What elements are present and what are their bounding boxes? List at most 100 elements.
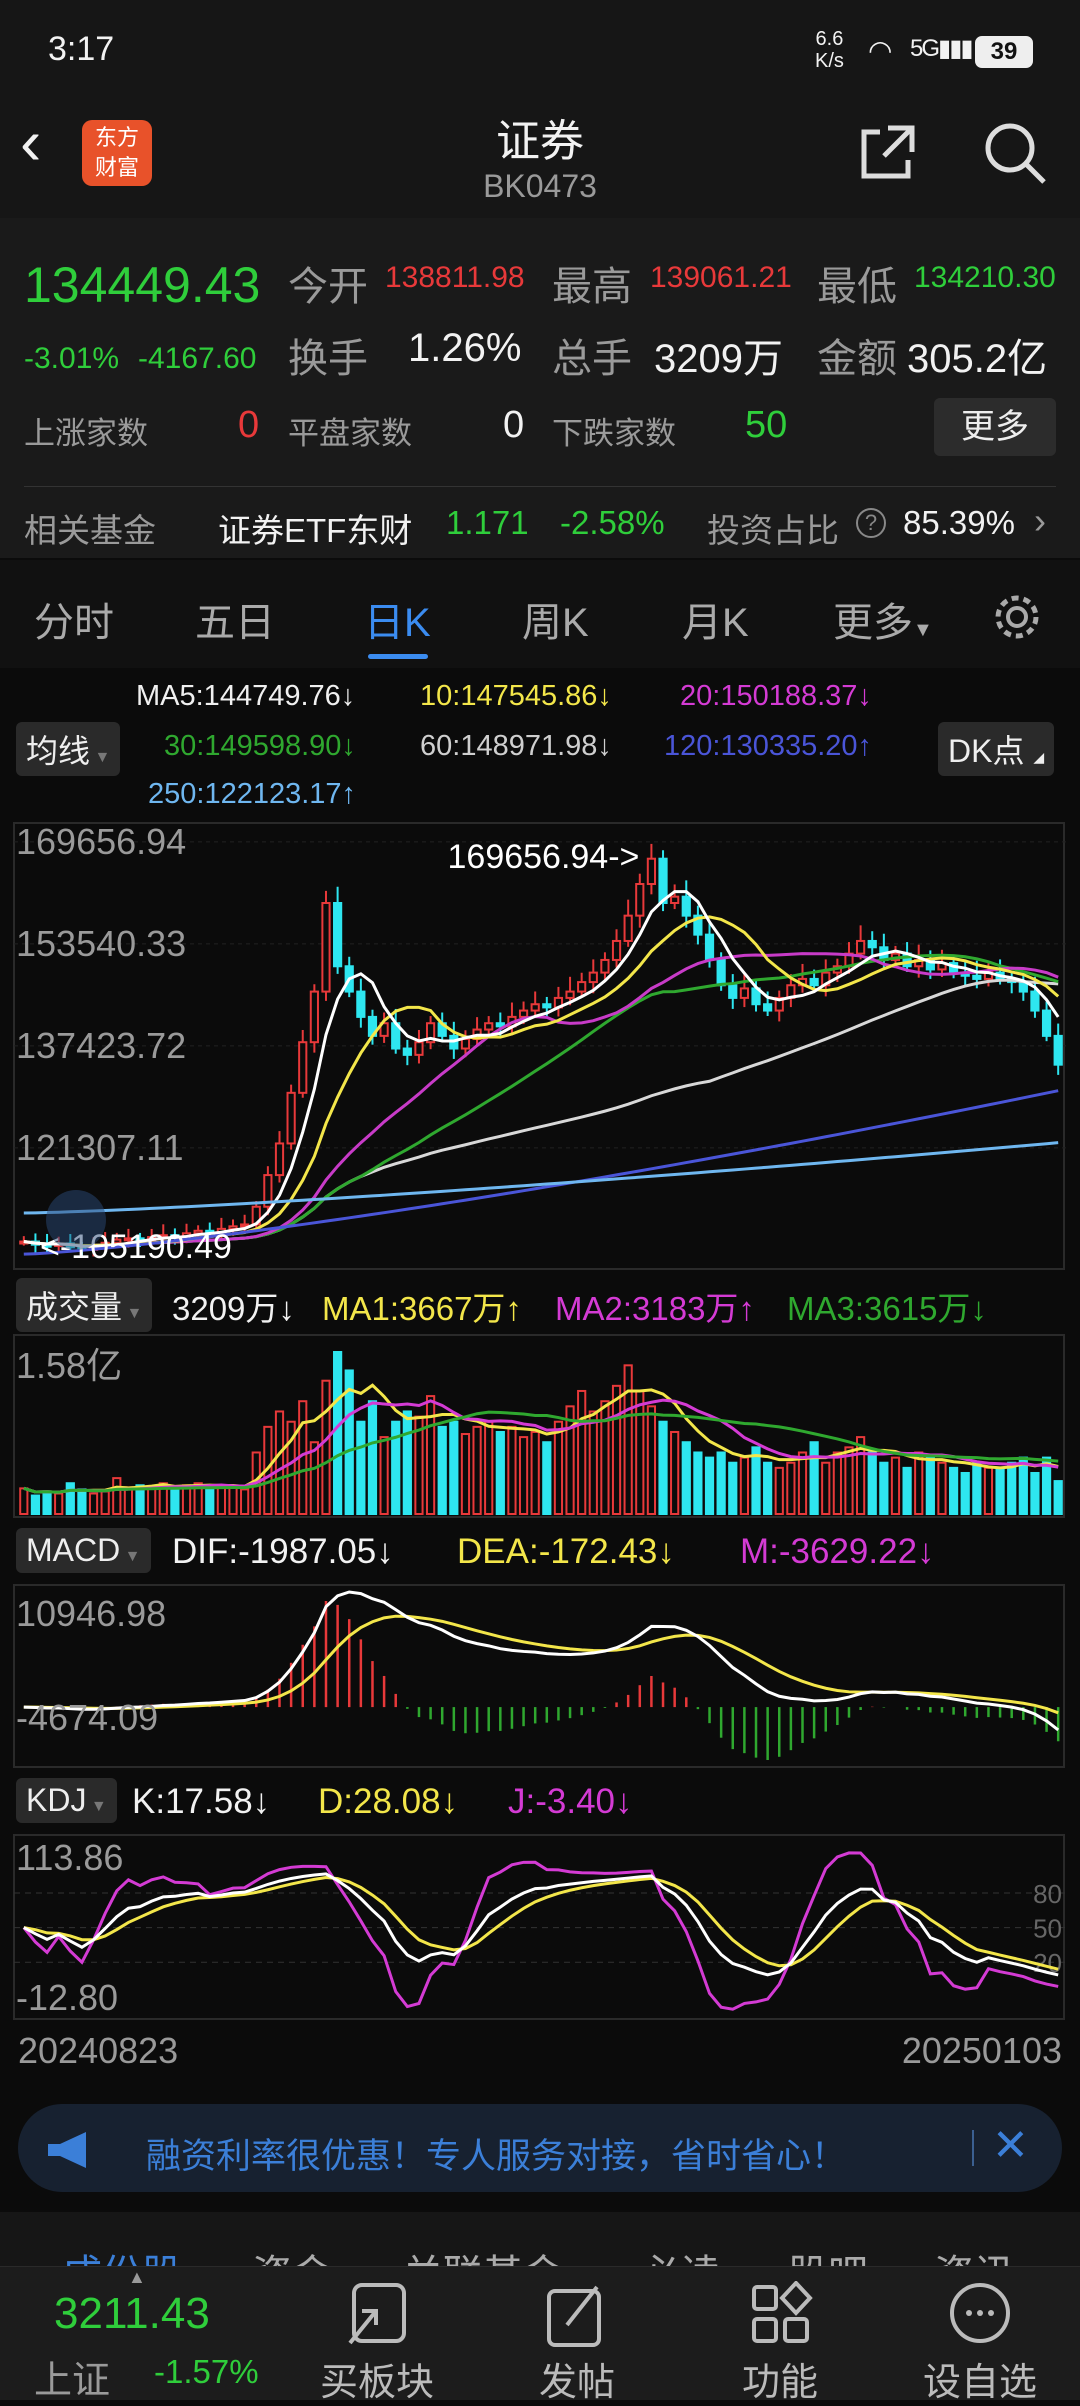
- tab-five-day[interactable]: 五日: [195, 601, 275, 645]
- volume-bar: [379, 1436, 389, 1515]
- volume-bar: [844, 1446, 854, 1515]
- volume-bar: [623, 1364, 633, 1515]
- candle: [309, 990, 319, 1044]
- volume-chart[interactable]: 1.58亿: [0, 1334, 1080, 1518]
- promo-text: 融资利率很优惠！专人服务对接，省时省心！: [146, 2137, 847, 2176]
- tab-monthly-k[interactable]: 月K: [682, 601, 749, 645]
- macd-bottom-label: -4674.09: [16, 1697, 158, 1738]
- chart-frame: [13, 1584, 1065, 1768]
- volume-bar: [809, 1441, 819, 1515]
- fund-name[interactable]: 证券ETF东财: [218, 512, 413, 549]
- candle: [728, 984, 738, 999]
- volume-bar: [821, 1461, 831, 1515]
- volume-bar: [856, 1436, 866, 1515]
- index-ticker[interactable]: ▲ 3211.43 上证 -1.57%: [0, 2267, 280, 2402]
- caret-up-icon: ▲: [128, 2267, 146, 2287]
- share-icon[interactable]: [858, 122, 918, 182]
- nav-post[interactable]: 发帖: [497, 2267, 657, 2404]
- nav-label: 发帖: [538, 2362, 615, 2404]
- macd-dif: DIF:-1987.05↓: [172, 1532, 394, 1571]
- nav-label: 设自选: [922, 2362, 1037, 2404]
- volume-legend: 成交量 ▼ 3209万↓ MA1:3667万↑ MA2:3183万↑ MA3:3…: [0, 1278, 1080, 1332]
- volume-bar: [437, 1425, 447, 1515]
- search-icon[interactable]: [982, 120, 1048, 186]
- tab-weekly-k[interactable]: 周K: [522, 601, 589, 645]
- promo-banner[interactable]: 融资利率很优惠！专人服务对接，省时省心！ ✕: [18, 2104, 1062, 2192]
- macd-indicator-selector[interactable]: MACD ▼: [16, 1528, 151, 1573]
- volume-label: 总手: [552, 337, 632, 381]
- volume-bar: [972, 1461, 982, 1515]
- candle: [646, 857, 657, 886]
- tab-more[interactable]: 更多▼: [833, 590, 933, 648]
- volume-bar: [925, 1456, 935, 1516]
- nav-label: 买板块: [319, 2362, 434, 2404]
- volume-bar: [1018, 1456, 1028, 1516]
- candle: [518, 1009, 529, 1018]
- settings-gear-icon[interactable]: [990, 590, 1044, 644]
- candle: [867, 939, 877, 949]
- last-price: 134449.43: [24, 257, 261, 313]
- volume-bar: [321, 1379, 331, 1515]
- net-speed: 6.6 K/s: [815, 28, 844, 72]
- candle: [298, 1041, 308, 1094]
- volume-bar: [391, 1420, 401, 1515]
- volume-bar: [135, 1484, 145, 1515]
- ma30-value: 30:149598.90↓: [164, 730, 356, 762]
- nav-add-watchlist[interactable]: 设自选: [900, 2267, 1060, 2404]
- change-amount: -4167.60: [138, 342, 257, 375]
- close-icon[interactable]: ✕: [992, 2121, 1029, 2170]
- kdj-right-tick: 80: [1033, 1879, 1062, 1909]
- candle: [763, 1003, 773, 1012]
- volume-bar: [948, 1466, 959, 1516]
- volume-bar: [530, 1430, 540, 1515]
- more-button[interactable]: 更多: [934, 398, 1056, 456]
- tab-daily-k[interactable]: 日K: [364, 601, 431, 645]
- y-tick-label: 137423.72: [16, 1025, 186, 1066]
- ma-legend: MA5:144749.76↓ 10:147545.86↓ 20:150188.3…: [0, 668, 1080, 818]
- chart-frame: [13, 1834, 1065, 2020]
- volume-bar: [42, 1490, 52, 1515]
- page-title: 证券: [496, 117, 584, 166]
- down-count: 50: [745, 404, 788, 446]
- signal-icon: 5G▮▮▮: [910, 35, 974, 62]
- ma5-line: [23, 890, 1060, 1248]
- dk-point-button[interactable]: DK点 ◢: [938, 722, 1055, 776]
- period-tabs: 分时 五日 日K 周K 月K 更多▼: [0, 560, 1080, 668]
- related-fund-row[interactable]: 相关基金 证券ETF东财 1.171 -2.58% 投资占比 ? 85.39% …: [0, 488, 1080, 558]
- volume-bar: [518, 1436, 529, 1515]
- candle: [321, 901, 331, 993]
- volume-bar: [902, 1466, 912, 1516]
- turnover-value: 1.26%: [408, 326, 522, 370]
- help-icon[interactable]: ?: [856, 508, 886, 538]
- kdj-j-line: [22, 1851, 1059, 2011]
- ma-selector[interactable]: 均线 ▼: [16, 722, 121, 776]
- candle: [460, 1038, 471, 1050]
- down-count-label: 下跌家数: [552, 416, 676, 451]
- volume-bar: [147, 1487, 157, 1516]
- volume-indicator-selector[interactable]: 成交量 ▼: [16, 1278, 153, 1332]
- kdj-indicator-selector[interactable]: KDJ ▼: [16, 1778, 117, 1823]
- volume-bar: [658, 1420, 668, 1515]
- candle: [565, 990, 575, 999]
- x-end-date: 20250103: [901, 2030, 1062, 2071]
- volume-bar: [65, 1482, 75, 1516]
- divider: [972, 2130, 974, 2166]
- volume-bar: [309, 1441, 319, 1515]
- divider: [24, 486, 1056, 487]
- compose-icon: [547, 2285, 601, 2347]
- macd-m: M:-3629.22↓: [740, 1532, 935, 1571]
- nav-functions[interactable]: 功能: [700, 2267, 860, 2404]
- candle: [402, 1047, 412, 1056]
- top-bar: 3:17 6.6 K/s ◠ 5G▮▮▮ 39 ‹ 东方 财富 证券 BK0473: [0, 0, 1080, 218]
- nav-buy-sector[interactable]: 买板块: [297, 2267, 457, 2404]
- macd-chart[interactable]: 10946.98 -4674.09: [0, 1584, 1080, 1768]
- volume-bar: [577, 1389, 587, 1515]
- ma10-value: 10:147545.86↓: [420, 680, 612, 712]
- candlestick-chart[interactable]: 169656.94 153540.33 137423.72 121307.11 1696…: [0, 822, 1080, 1270]
- back-button[interactable]: ‹: [20, 106, 42, 178]
- tab-intraday[interactable]: 分时: [34, 601, 114, 645]
- ma120-value: 120:130335.20↑: [664, 730, 873, 762]
- volume-bar: [774, 1466, 784, 1516]
- volume-ma1: MA1:3667万↑: [322, 1290, 522, 1327]
